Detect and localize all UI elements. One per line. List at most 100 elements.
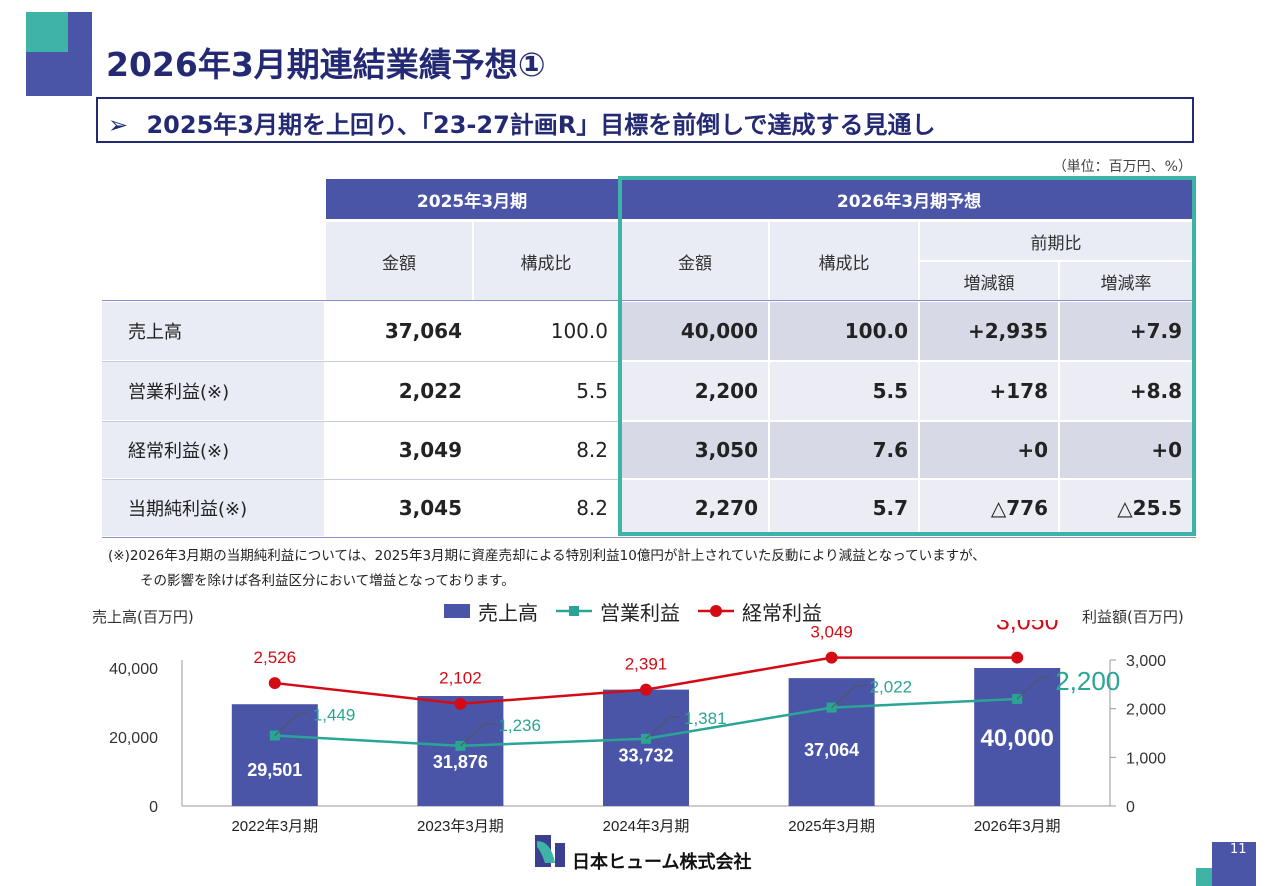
cell-ratio: 100.0 [770, 302, 918, 360]
sales-bar [417, 696, 504, 806]
operating-profit-leader [831, 685, 866, 708]
page-number: 11 [1230, 842, 1247, 857]
y-right-tick-label: 2,000 [1126, 702, 1166, 719]
table-bottom-line [102, 537, 1196, 538]
operating-profit-point [455, 740, 466, 751]
sales-bar-label: 33,732 [618, 746, 673, 766]
cell-prev-amount: 3,049 [398, 438, 462, 462]
sales-bar-label: 29,501 [247, 760, 302, 780]
sales-bar [788, 678, 875, 806]
header-yoy: 前期比 [920, 222, 1192, 260]
cell-amount: 40,000 [622, 302, 768, 360]
header-prev-amount: 金額 [326, 222, 472, 300]
header-decoration-accent [26, 12, 68, 52]
legend-operating-label: 営業利益 [600, 600, 680, 625]
y-right-tick-label: 3,000 [1126, 653, 1166, 670]
cell-change: △776 [920, 480, 1058, 536]
row-label-net-profit: 当期純利益(※) [102, 480, 324, 536]
footnote-line-2: その影響を除けば各利益区分において増益となっております。 [140, 573, 515, 589]
subtitle-marker-icon: ➢ [108, 111, 129, 139]
subtitle-box [96, 97, 1194, 143]
row-divider [102, 479, 622, 480]
operating-profit-leader [645, 716, 680, 740]
page-number-accent [1196, 868, 1212, 886]
ordinary-profit-label: 2,102 [439, 669, 482, 688]
cell-rate: +7.9 [1060, 302, 1192, 360]
operating-profit-label: 2,022 [870, 678, 913, 697]
header-change-rate: 増減率 [1060, 262, 1192, 300]
page-title: 2026年3月期連結業績予想① [106, 45, 546, 84]
ordinary-profit-point [1011, 651, 1024, 664]
cell-amount: 3,050 [622, 422, 768, 478]
cell-prev-amount: 37,064 [384, 319, 462, 343]
y-left-tick-label: 0 [149, 799, 158, 816]
operating-profit-point [1012, 693, 1023, 704]
operating-profit-leader [460, 723, 495, 747]
combo-chart: 0 20,000 40,000 0 1,000 2,000 3,000 2022年3月期 202… [109, 620, 1166, 835]
legend-sales-label: 売上高 [478, 600, 538, 625]
header-divider [102, 300, 1196, 301]
y-right-axis-title: 利益額(百万円) [1082, 608, 1184, 626]
operating-profit-label: 1,236 [498, 716, 541, 735]
ordinary-profit-point [640, 683, 652, 696]
sales-bar-label: 37,064 [804, 740, 859, 760]
row-label-operating-profit: 営業利益(※) [102, 362, 324, 420]
legend-ordinary-label: 経常利益 [742, 600, 822, 625]
ordinary-profit-label: 3,050 [996, 620, 1059, 636]
operating-profit-leader [274, 712, 309, 736]
company-logo-icon [535, 835, 565, 867]
company-name: 日本ヒューム株式会社 [572, 852, 752, 873]
y-right-tick-label: 1,000 [1126, 750, 1166, 767]
y-left-tick-label: 40,000 [109, 661, 158, 678]
operating-profit-label: 1,381 [684, 709, 727, 728]
footnote-line-1: (※)2026年3月期の当期純利益については、2025年3月期に資産売却による特… [108, 548, 986, 564]
cell-prev-ratio: 5.5 [576, 379, 608, 403]
cell-rate: △25.5 [1060, 480, 1192, 536]
header-amount: 金額 [622, 222, 768, 300]
header-change-amount: 増減額 [920, 262, 1058, 300]
table-group-forecast: 2026年3月期予想 [622, 179, 1196, 219]
subtitle-text: 2025年3月期を上回り、「23-27計画R」目標を前倒しで達成する見通し [146, 111, 936, 139]
cell-ratio: 5.7 [770, 480, 918, 536]
header-prev-ratio: 構成比 [474, 222, 618, 300]
cell-prev-amount: 2,022 [398, 379, 462, 403]
sales-bar [974, 668, 1061, 806]
unit-note: （単位：百万円、%） [1052, 159, 1192, 175]
cell-rate: +0 [1060, 422, 1192, 478]
operating-profit-label: 2,200 [1055, 666, 1120, 696]
cell-prev-amount: 3,045 [398, 496, 462, 520]
row-divider [102, 421, 622, 422]
operating-profit-label: 1,449 [313, 705, 356, 724]
cell-change: +2,935 [920, 302, 1058, 360]
page-number-box [1212, 842, 1256, 886]
cell-rate: +8.8 [1060, 362, 1192, 420]
chart-legend: 売上高 営業利益 経常利益 [444, 598, 822, 625]
ordinary-profit-point [825, 651, 838, 664]
y-left-tick-label: 20,000 [109, 730, 158, 747]
x-tick-label: 2024年3月期 [603, 818, 690, 835]
legend-sales-swatch [444, 604, 470, 618]
sales-bar-label: 31,876 [433, 752, 488, 772]
cell-prev-ratio: 8.2 [576, 496, 608, 520]
cell-amount: 2,270 [622, 480, 768, 536]
cell-ratio: 7.6 [770, 422, 918, 478]
row-label-ordinary-profit: 経常利益(※) [102, 422, 324, 478]
cell-change: +178 [920, 362, 1058, 420]
cell-prev-ratio: 8.2 [576, 438, 608, 462]
legend-operating-swatch [556, 606, 592, 616]
x-tick-label: 2022年3月期 [231, 818, 318, 835]
cell-prev-ratio: 100.0 [550, 319, 608, 343]
row-divider [102, 361, 622, 362]
cell-amount: 2,200 [622, 362, 768, 420]
sales-bar [231, 704, 318, 806]
ordinary-profit-label: 3,049 [810, 623, 853, 642]
ordinary-profit-label: 2,526 [254, 648, 297, 667]
x-tick-label: 2025年3月期 [788, 818, 875, 835]
x-tick-label: 2026年3月期 [974, 818, 1061, 835]
y-right-tick-label: 0 [1126, 799, 1135, 816]
subtitle: ➢ 2025年3月期を上回り、「23-27計画R」目標を前倒しで達成する見通し [108, 105, 936, 140]
row-label-sales: 売上高 [102, 302, 324, 360]
ordinary-profit-point [268, 677, 281, 690]
ordinary-profit-label: 2,391 [625, 655, 668, 674]
sales-bar-label: 40,000 [980, 725, 1053, 752]
